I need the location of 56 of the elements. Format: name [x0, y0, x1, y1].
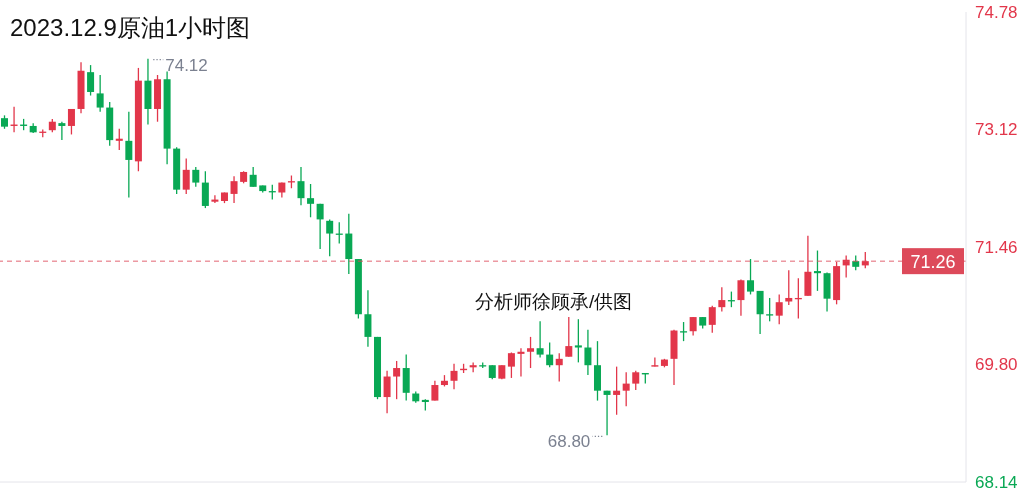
y-tick-label: 74.78: [975, 2, 1018, 22]
annotation: 分析师徐顾承/供图: [474, 290, 633, 312]
y-tick-label: 71.46: [975, 237, 1018, 257]
y-tick-label: 73.12: [975, 120, 1018, 140]
candlestick: [201, 170, 209, 209]
annotation: 68.80: [547, 432, 591, 452]
candlestick: [813, 249, 821, 292]
candlestick: [756, 290, 764, 335]
candlestick: [125, 111, 133, 199]
candlestick: [58, 121, 66, 141]
candlestick: [603, 390, 611, 436]
candlestick: [651, 356, 659, 368]
candlestick: [584, 329, 592, 376]
candlestick: [555, 352, 563, 383]
candlestick: [182, 157, 190, 195]
candlestick: [622, 371, 630, 407]
candlestick: [574, 318, 582, 364]
candlestick: [737, 278, 745, 317]
candlestick: [326, 218, 334, 257]
candlestick: [708, 305, 716, 334]
candlestick: [115, 128, 123, 151]
y-tick-label: 68.14: [975, 472, 1018, 492]
candlestick: [766, 297, 774, 322]
candlestick: [383, 370, 391, 414]
ref-line-label: 71.26: [910, 251, 956, 272]
candlestick: [192, 166, 200, 188]
candlestick: [785, 269, 793, 306]
candlestick: [364, 289, 372, 348]
candlestick: [565, 316, 573, 358]
candlestick: [632, 370, 640, 391]
candlestick: [527, 336, 535, 369]
candlestick: [536, 320, 544, 359]
candlestick: [613, 365, 621, 416]
chart-title: 2023.12.9原油1小时图: [10, 13, 251, 43]
candlestick: [316, 203, 324, 250]
candlestick: [431, 380, 439, 402]
candlestick: [67, 108, 75, 136]
candlestick: [689, 316, 697, 337]
candlestick: [96, 74, 104, 113]
candlestick: [546, 341, 554, 368]
candlestick: [297, 166, 305, 206]
candlestick: [211, 194, 219, 204]
candlestick: [507, 351, 515, 379]
y-tick-label: 69.80: [975, 355, 1018, 375]
candlestick: [775, 293, 783, 325]
annotation: 74.12: [165, 55, 208, 75]
candlestick: [450, 363, 458, 390]
candlestick: [747, 258, 755, 296]
candlestick: [517, 347, 525, 378]
candlestick: [230, 175, 238, 204]
candlestick: [307, 183, 315, 218]
candlestick: [718, 286, 726, 313]
candlestick: [87, 64, 95, 97]
candlestick: [393, 360, 401, 400]
candlestick: [249, 166, 257, 188]
candlestick: [680, 321, 688, 342]
